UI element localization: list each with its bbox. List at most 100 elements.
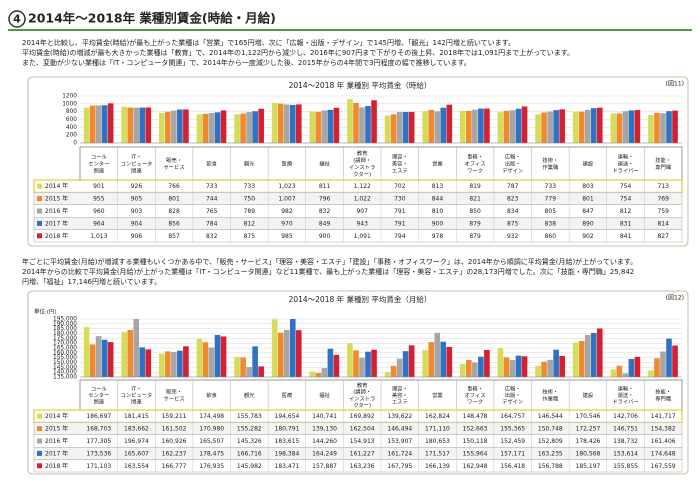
paragraph: 2014年と比較し、平均賃金(時給)が最も上がった業種は「営業」で165円増、次…	[22, 38, 574, 68]
table-value: 730	[394, 196, 406, 203]
number-badge	[8, 10, 26, 28]
bar	[171, 110, 177, 143]
table-value: 784	[206, 220, 218, 227]
table-value: 801	[582, 196, 594, 203]
table-value: 1,023	[278, 183, 295, 190]
category-line: IT・	[131, 386, 141, 392]
bar	[503, 357, 510, 377]
bar	[422, 350, 429, 377]
bar	[478, 356, 484, 377]
table-value: 1,022	[354, 196, 371, 203]
table-value: 155,783	[237, 413, 262, 420]
table-value: 153,907	[387, 438, 412, 445]
table-value: 148,478	[463, 413, 488, 420]
bar	[408, 345, 415, 377]
table-value: 162,824	[425, 413, 450, 420]
bar	[547, 359, 553, 377]
table-value: 169,892	[350, 413, 375, 420]
legend-label: 2017 年	[45, 449, 68, 457]
table-value: 146,544	[538, 413, 563, 420]
bar	[503, 110, 510, 143]
bar	[654, 358, 660, 377]
category-line: オフィス	[465, 160, 486, 167]
category-line: 事務・	[467, 152, 483, 160]
bar	[234, 114, 240, 143]
category-line: 教育	[357, 381, 368, 389]
table-value: 161,406	[651, 438, 676, 445]
bar	[95, 336, 102, 377]
bar	[408, 111, 415, 143]
bar	[101, 105, 108, 143]
table-value: 140,741	[312, 413, 337, 420]
category-line: コンピュータ	[121, 159, 153, 167]
table-value: 155,282	[237, 426, 262, 433]
table-value: 900	[319, 233, 331, 240]
category-label: コールセンター関連	[88, 153, 109, 174]
table-value: 801	[168, 196, 180, 203]
bar	[628, 359, 635, 377]
category-line: 営業	[432, 391, 443, 399]
figure-label: (図12)	[666, 295, 684, 302]
table-value: 766	[168, 183, 180, 190]
category-label: 営業	[432, 159, 443, 167]
bar	[214, 112, 221, 143]
category-label: 理容・美容・エステ	[392, 152, 408, 174]
category-line: 医療	[282, 391, 293, 399]
bar	[183, 346, 189, 377]
bar	[107, 103, 114, 143]
bar	[672, 345, 678, 377]
table-value: 850	[469, 208, 481, 215]
bar	[559, 109, 565, 143]
table-value: 164,249	[312, 450, 337, 457]
category-line: 関連	[131, 397, 142, 405]
bar	[628, 110, 635, 143]
legend-label: 2016 年	[45, 207, 68, 215]
text-line: 円増、「福祉」17,146円増と続いています。	[22, 278, 162, 286]
bar	[384, 115, 391, 143]
category-label: コールセンター関連	[88, 385, 109, 405]
table-value: 152,459	[500, 438, 525, 445]
category-label: 技能・専門職	[655, 387, 672, 402]
category-line: 運送・	[618, 159, 634, 167]
table-value: 856	[168, 220, 180, 227]
category-line: ドライバー	[612, 398, 638, 405]
category-label: 理容・美容・エステ	[392, 384, 408, 405]
category-line: IT・	[131, 154, 141, 160]
table-value: 754	[620, 196, 632, 203]
bar	[159, 353, 165, 377]
bar	[321, 368, 328, 377]
category-line: デザイン	[502, 397, 523, 405]
table-value: 733	[206, 183, 218, 190]
bar	[428, 342, 435, 377]
y-tick-label: 190,000	[53, 321, 77, 327]
category-line: 販売・	[166, 156, 182, 164]
y-tick-label: 185,000	[53, 326, 77, 332]
table-value: 805	[545, 208, 557, 215]
y-tick-label: 175,000	[53, 336, 77, 342]
bar	[616, 113, 623, 143]
category-line: 広報・	[505, 152, 521, 160]
bar	[327, 109, 334, 143]
paragraph: 年ごとに平均賃金(月給)が増減する業種もいくつかある中で、「販売・サービス」「理…	[22, 257, 637, 287]
category-line: 専門職	[655, 163, 672, 171]
y-tick-label: 160,000	[53, 350, 77, 356]
bar	[460, 110, 466, 143]
table-value: 150,748	[538, 426, 563, 433]
table-row	[33, 229, 683, 243]
table-value: 803	[582, 183, 594, 190]
bar	[165, 111, 171, 143]
bar	[466, 110, 472, 143]
table-value: 857	[168, 233, 180, 240]
table-value: 926	[131, 183, 143, 190]
table-value: 779	[545, 196, 557, 203]
bar	[572, 111, 579, 143]
bar	[428, 109, 435, 143]
bar	[289, 319, 296, 377]
table-value: 171,103	[86, 463, 111, 470]
bar	[252, 346, 258, 377]
bar	[590, 332, 597, 377]
bar	[535, 365, 541, 377]
table-value: 183,615	[275, 438, 300, 445]
table-value: 982	[281, 208, 293, 215]
